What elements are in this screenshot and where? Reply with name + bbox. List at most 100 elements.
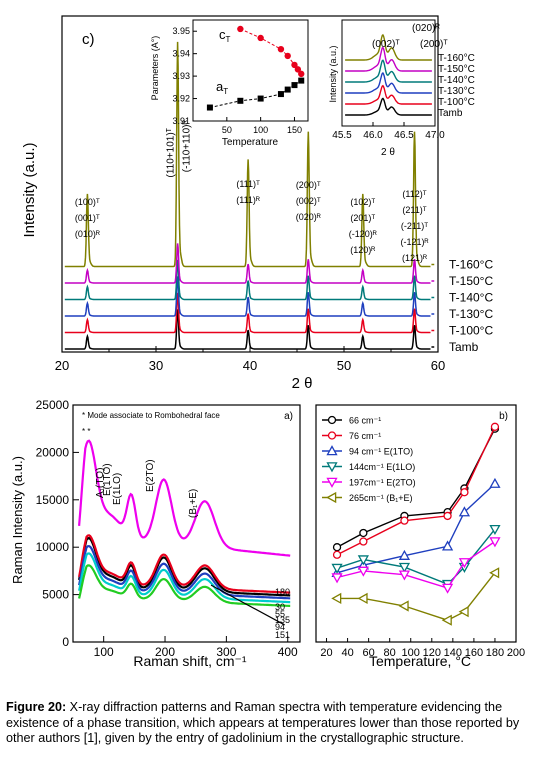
raman-plot-frame bbox=[72, 404, 301, 643]
raman-x-tick-label: 200 bbox=[155, 645, 175, 659]
peak-inset-x-label: 2 θ bbox=[381, 147, 395, 158]
raman-panel: Raman Intensity (a.u.) Raman shift, cm⁻¹… bbox=[10, 398, 301, 669]
xrd-peak-label: (001)ᵀ bbox=[75, 213, 100, 223]
xrd-legend-label: T-100°C bbox=[449, 324, 493, 338]
xrd-peak-label: (-110+110)ᴿ bbox=[182, 120, 193, 173]
mode-point bbox=[327, 431, 337, 440]
mode-series-line bbox=[336, 428, 496, 548]
mode-intensity-panel: Temperature, °C b) 20 40 60 80 100 120 140 160 1… bbox=[315, 404, 525, 669]
ct-point bbox=[294, 66, 302, 73]
xrd-peak-label: (111)ᵀ bbox=[236, 179, 260, 189]
xrd-legend-label: T-150°C bbox=[449, 274, 493, 288]
xrd-peak-label: (200)ᵀ bbox=[296, 180, 321, 190]
at-point bbox=[206, 104, 213, 111]
params-x-tick-label: 150 bbox=[287, 125, 302, 135]
at-point bbox=[257, 95, 264, 102]
mode-point bbox=[357, 592, 368, 604]
peak-inset-y-label: Intensity (a.u.) bbox=[328, 45, 338, 102]
mode-point bbox=[443, 511, 452, 521]
raman-y-tick-label: 20000 bbox=[36, 445, 70, 459]
peak-inset-legend-label: T-150°C bbox=[438, 64, 475, 75]
mode-point bbox=[441, 583, 454, 594]
peak-inset-curve bbox=[345, 72, 432, 94]
params-inset-frame bbox=[192, 19, 309, 122]
raman-x-tick-label: 400 bbox=[278, 645, 298, 659]
mode-x-axis-label: Temperature, °C bbox=[369, 653, 471, 669]
raman-curve bbox=[78, 564, 291, 607]
ct-point bbox=[237, 25, 244, 33]
mode-point bbox=[441, 614, 452, 626]
params-x-tick-label: 100 bbox=[253, 125, 268, 135]
ct-point bbox=[291, 61, 298, 69]
xrd-peak-label: (020)ᴿ bbox=[296, 212, 321, 222]
figure-caption: Figure 20: X-ray diffraction patterns an… bbox=[6, 700, 532, 747]
xrd-x-axis-label: 2 θ bbox=[292, 375, 313, 392]
at-label: aT bbox=[216, 79, 228, 96]
peak-inset-legend-label: Tamb bbox=[438, 108, 463, 119]
peak-inset-curve bbox=[345, 46, 432, 72]
mode-legend-label: 94 cm⁻¹ E(1TO) bbox=[349, 447, 413, 457]
xrd-y-axis-label: Intensity (a.u.) bbox=[21, 142, 38, 237]
xrd-peak-label: (120)ᴿ bbox=[350, 245, 375, 255]
xrd-x-tick-label: 30 bbox=[149, 358, 163, 373]
xrd-peak-label: (111)ᴿ bbox=[236, 195, 260, 205]
xrd-x-tick-label: 20 bbox=[55, 358, 69, 373]
raman-curve-label: 55 bbox=[275, 609, 285, 619]
peak-inset-frame bbox=[341, 19, 436, 127]
xrd-legend-label: T-140°C bbox=[449, 291, 493, 305]
mode-point bbox=[489, 477, 501, 488]
xrd-legend-label: T-130°C bbox=[449, 307, 493, 321]
xrd-peak-label: (-120)ᴿ bbox=[349, 229, 377, 239]
raman-curve-label: 30 bbox=[275, 602, 285, 612]
mode-x-tick-label: 120 bbox=[423, 647, 441, 659]
xrd-peak-label: (-211)ᵀ bbox=[401, 221, 428, 231]
peak-zoom-inset: Intensity (a.u.) 2 θ 45.5 46.0 46.5 47.0 T-… bbox=[328, 19, 475, 158]
raman-trend-arrow bbox=[210, 584, 285, 626]
raman-x-tick-label: 100 bbox=[94, 645, 114, 659]
xrd-curve bbox=[64, 259, 431, 301]
xrd-legend-label: T-160°C bbox=[449, 258, 493, 272]
mode-point bbox=[326, 445, 338, 456]
xrd-x-tick-label: 40 bbox=[243, 358, 257, 373]
mode-point bbox=[331, 592, 342, 604]
mode-point bbox=[359, 537, 368, 546]
raman-x-axis-label: Raman shift, cm⁻¹ bbox=[133, 653, 247, 669]
raman-mode-label: E(1TO) bbox=[102, 463, 113, 496]
mode-legend-label: 66 cm⁻¹ bbox=[349, 416, 381, 426]
raman-curve-label: 180 bbox=[275, 587, 290, 597]
raman-mode-label: (B₁+E) bbox=[188, 489, 199, 518]
at-point bbox=[298, 77, 305, 84]
mode-point bbox=[326, 477, 338, 488]
mode-point bbox=[398, 549, 411, 560]
raman-curve-label: 151 bbox=[275, 630, 290, 640]
mode-series-line bbox=[336, 483, 496, 574]
at-point bbox=[284, 86, 291, 93]
raman-curve-label: 94 bbox=[275, 622, 285, 632]
mode-x-tick-label: 180 bbox=[486, 647, 504, 659]
xrd-peak-label: (-121)ᴿ bbox=[400, 237, 428, 247]
raman-curve-label: 135 bbox=[275, 615, 290, 625]
mode-series-line bbox=[336, 528, 496, 586]
peak-inset-curve bbox=[345, 97, 432, 116]
mode-point bbox=[400, 516, 409, 525]
params-inset-x-label: Temperature bbox=[222, 137, 279, 148]
caption-label: Figure 20: bbox=[6, 700, 67, 714]
ct-point bbox=[298, 70, 305, 78]
raman-mode-label: E(1LO) bbox=[112, 473, 123, 505]
params-y-tick-label: 3.93 bbox=[172, 71, 190, 81]
peak-x-tick-label: 47.0 bbox=[425, 130, 445, 141]
mode-x-tick-label: 160 bbox=[465, 647, 483, 659]
params-y-tick-label: 3.91 bbox=[172, 116, 190, 126]
ct-point bbox=[257, 34, 264, 42]
at-point bbox=[291, 82, 298, 89]
xrd-peak-label: (112)ᵀ bbox=[402, 189, 426, 199]
raman-y-axis-label: Raman Intensity (a.u.) bbox=[10, 456, 25, 584]
mode-point bbox=[460, 488, 469, 497]
mode-point bbox=[326, 491, 337, 504]
raman-curve bbox=[78, 552, 291, 604]
mode-point bbox=[357, 566, 369, 577]
raman-mode-label: A₁(TO) bbox=[95, 468, 106, 498]
mode-x-tick-label: 40 bbox=[341, 647, 353, 659]
mode-legend-label: 197cm⁻¹ E(2TO) bbox=[349, 478, 416, 488]
mode-point bbox=[458, 558, 471, 569]
